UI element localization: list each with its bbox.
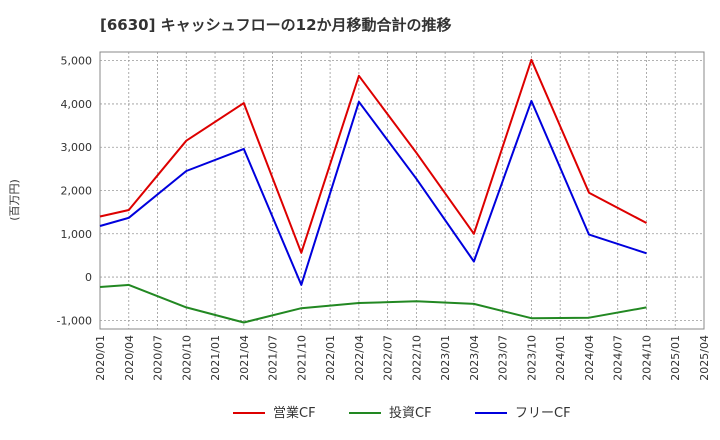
x-tick-label: 2024/01 <box>554 335 567 381</box>
x-tick-label: 2023/10 <box>525 335 538 381</box>
x-tick-label: 2022/07 <box>382 335 395 381</box>
x-tick-label: 2024/04 <box>583 335 596 381</box>
x-tick-label: 2021/10 <box>295 335 308 381</box>
y-tick-label: 0 <box>85 271 92 284</box>
grid-lines <box>100 52 704 329</box>
legend-label: 営業CF <box>273 405 316 421</box>
x-tick-label: 2022/04 <box>353 335 366 381</box>
x-tick-label: 2024/07 <box>612 335 625 381</box>
x-tick-label: 2022/01 <box>324 335 337 381</box>
x-tick-label: 2023/07 <box>497 335 510 381</box>
legend: 営業CF 投資CF フリーCF <box>233 405 571 421</box>
x-tick-label: 2023/01 <box>439 335 452 381</box>
series-line-投資CF <box>99 283 647 324</box>
y-tick-label: 4,000 <box>61 98 93 111</box>
x-tick-label: 2021/04 <box>238 335 251 381</box>
x-tick-label: 2020/01 <box>94 335 107 381</box>
series-line-営業CF <box>99 58 647 254</box>
x-tick-label: 2024/10 <box>640 335 653 381</box>
x-tick-label: 2022/10 <box>410 335 423 381</box>
y-axis-ticks: -1,000 0 1,000 2,000 3,000 4,000 5,000 <box>57 55 92 328</box>
y-tick-label: -1,000 <box>57 314 92 327</box>
series-lines <box>99 58 647 324</box>
x-tick-label: 2023/04 <box>468 335 481 381</box>
series-line-フリーCF <box>99 99 647 286</box>
x-tick-label: 2020/04 <box>123 335 136 381</box>
y-tick-label: 5,000 <box>61 55 93 68</box>
y-tick-label: 1,000 <box>61 228 93 241</box>
x-tick-label: 2021/07 <box>267 335 280 381</box>
x-tick-label: 2025/04 <box>698 335 711 381</box>
y-tick-label: 3,000 <box>61 141 93 154</box>
x-tick-label: 2021/01 <box>209 335 222 381</box>
y-tick-label: 2,000 <box>61 185 93 198</box>
chart-title: [6630] キャッシュフローの12か月移動合計の推移 <box>100 16 452 34</box>
legend-label: フリーCF <box>515 406 571 421</box>
x-axis-ticks: 2020/01 2020/04 2020/07 2020/10 2021/01 2021/… <box>94 335 711 381</box>
y-axis-label: (百万円) <box>8 179 21 221</box>
legend-label: 投資CF <box>389 405 432 421</box>
x-tick-label: 2020/07 <box>152 335 165 381</box>
x-tick-label: 2025/01 <box>669 335 682 381</box>
x-tick-label: 2020/10 <box>180 335 193 381</box>
